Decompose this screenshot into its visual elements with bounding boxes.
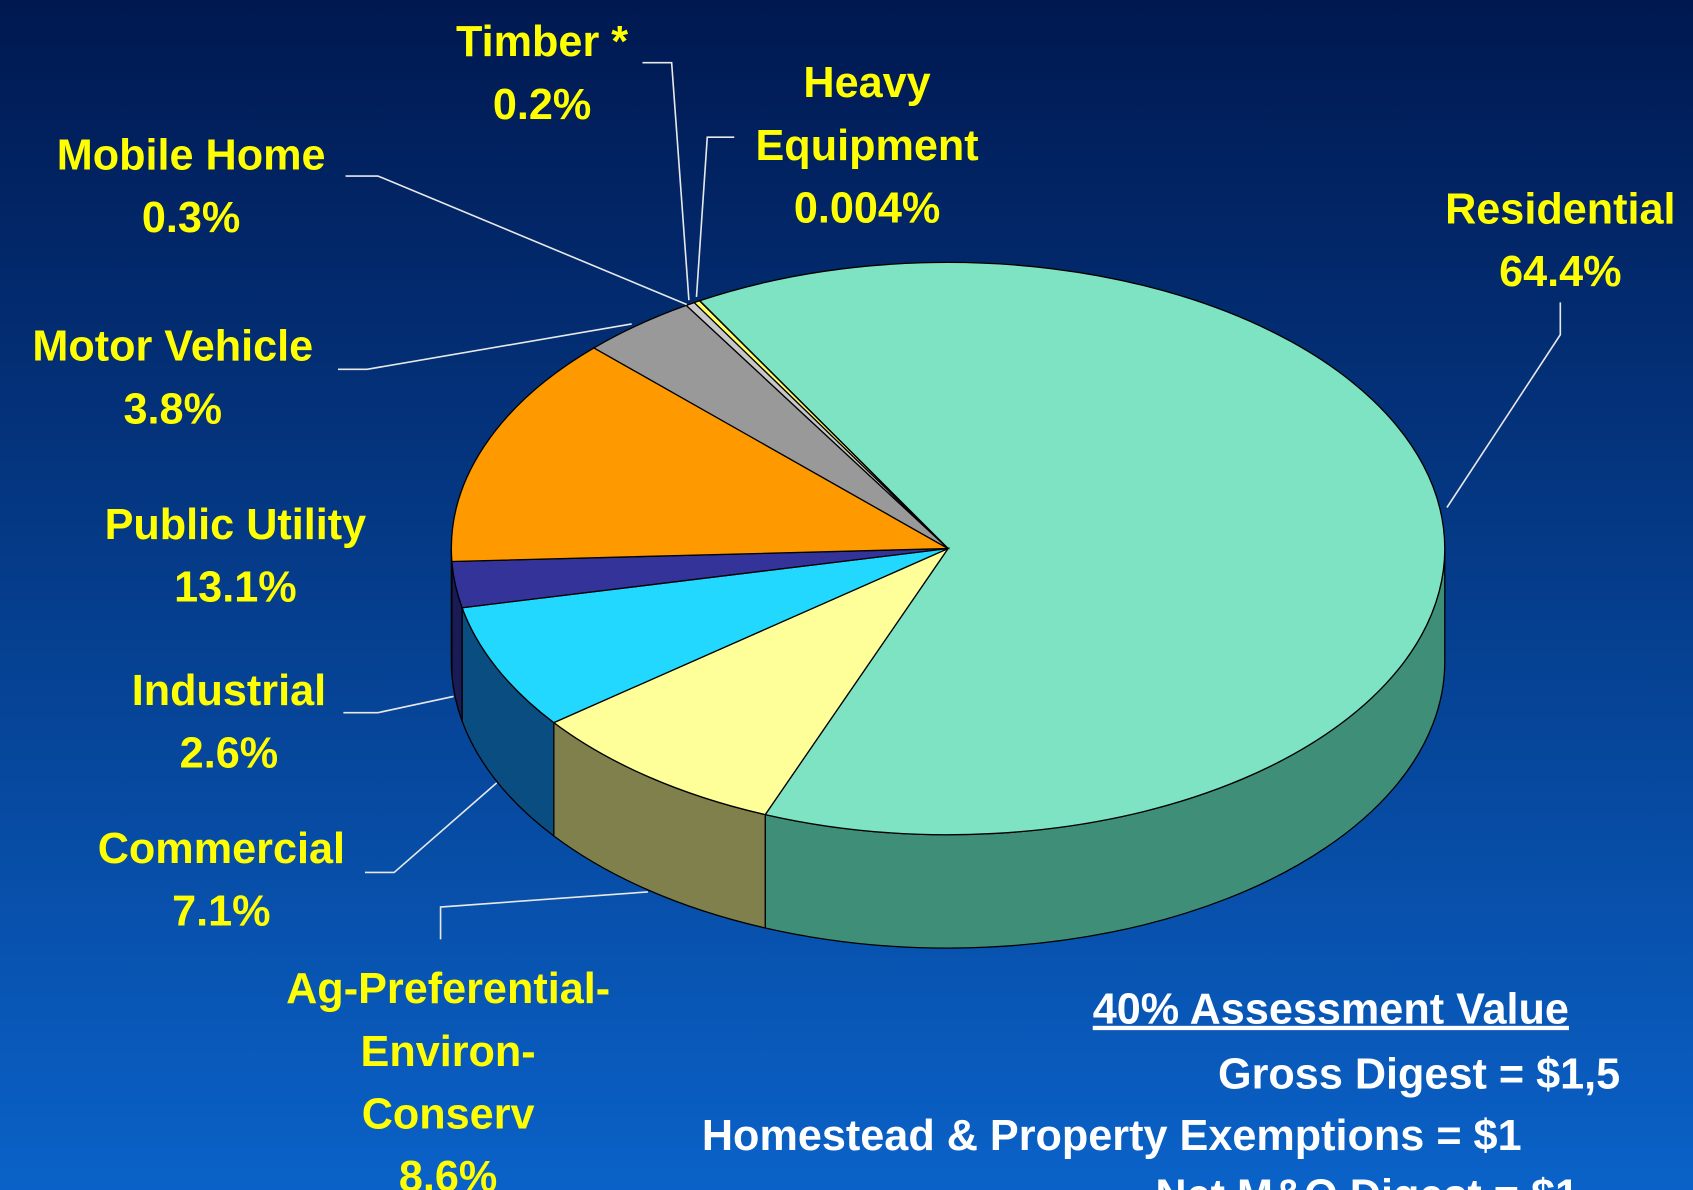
value-label: 0.3% — [141, 194, 241, 242]
value-label: 7.1% — [172, 887, 271, 936]
leader-line — [1446, 302, 1562, 508]
notes-heading: 40% Assessment Value — [1092, 985, 1569, 1034]
value-label: 64.4% — [1499, 248, 1622, 296]
leader-line — [345, 175, 688, 306]
leader-line — [439, 891, 648, 940]
value-label: 2.6% — [179, 729, 279, 778]
value-label: 0.004% — [793, 184, 941, 233]
note-line: Net M&O Digest = $1 — [1155, 1164, 1579, 1190]
slice — [450, 347, 951, 563]
leader-line — [364, 782, 498, 874]
slice-label: Heavy Equipment 0.004% — [755, 52, 978, 240]
slice-label: Motor Vehicle 3.8% — [32, 315, 313, 440]
note-line: Gross Digest = $1,5 — [1218, 1050, 1621, 1099]
category-label: Mobile Home — [56, 131, 326, 180]
leader-line — [343, 695, 454, 714]
slice-label: Residential 64.4% — [1445, 178, 1675, 303]
leader-line — [337, 323, 632, 371]
slice-label: Commercial 7.1% — [98, 817, 345, 942]
category-label: Residential — [1445, 185, 1676, 234]
note-line: Homestead & Property Exemptions = $1 — [701, 1112, 1522, 1160]
slice-label: Mobile Home 0.3% — [57, 124, 326, 249]
value-label: 8.6% — [398, 1153, 498, 1190]
category-label: Public Utility — [104, 501, 367, 549]
sides — [450, 548, 1446, 949]
slice — [461, 547, 949, 724]
category-label: Heavy Equipment — [755, 59, 979, 170]
category-label: Industrial — [131, 667, 327, 715]
category-label: Timber * — [456, 18, 629, 66]
value-label: 3.8% — [123, 385, 222, 433]
slice-side — [450, 548, 453, 675]
slice-label: Public Utility 13.1% — [105, 493, 367, 618]
category-label: Ag-Preferential- Environ- Conserv — [286, 965, 611, 1139]
category-label: Commercial — [97, 824, 345, 873]
leader-line — [695, 136, 735, 297]
slice — [698, 299, 949, 549]
slice-label: Industrial 2.6% — [132, 660, 326, 785]
tops — [450, 261, 1446, 836]
slice — [698, 261, 1446, 836]
slice — [552, 547, 950, 816]
slice-label: Timber * 0.2% — [456, 11, 628, 136]
leader-lines — [337, 61, 1562, 940]
leader-line — [642, 61, 690, 301]
slice-label: Ag-Preferential- Environ- Conserv 8.6% — [286, 958, 610, 1190]
value-label: 0.2% — [492, 80, 592, 129]
value-label: 13.1% — [174, 563, 297, 612]
category-label: Motor Vehicle — [32, 322, 314, 371]
